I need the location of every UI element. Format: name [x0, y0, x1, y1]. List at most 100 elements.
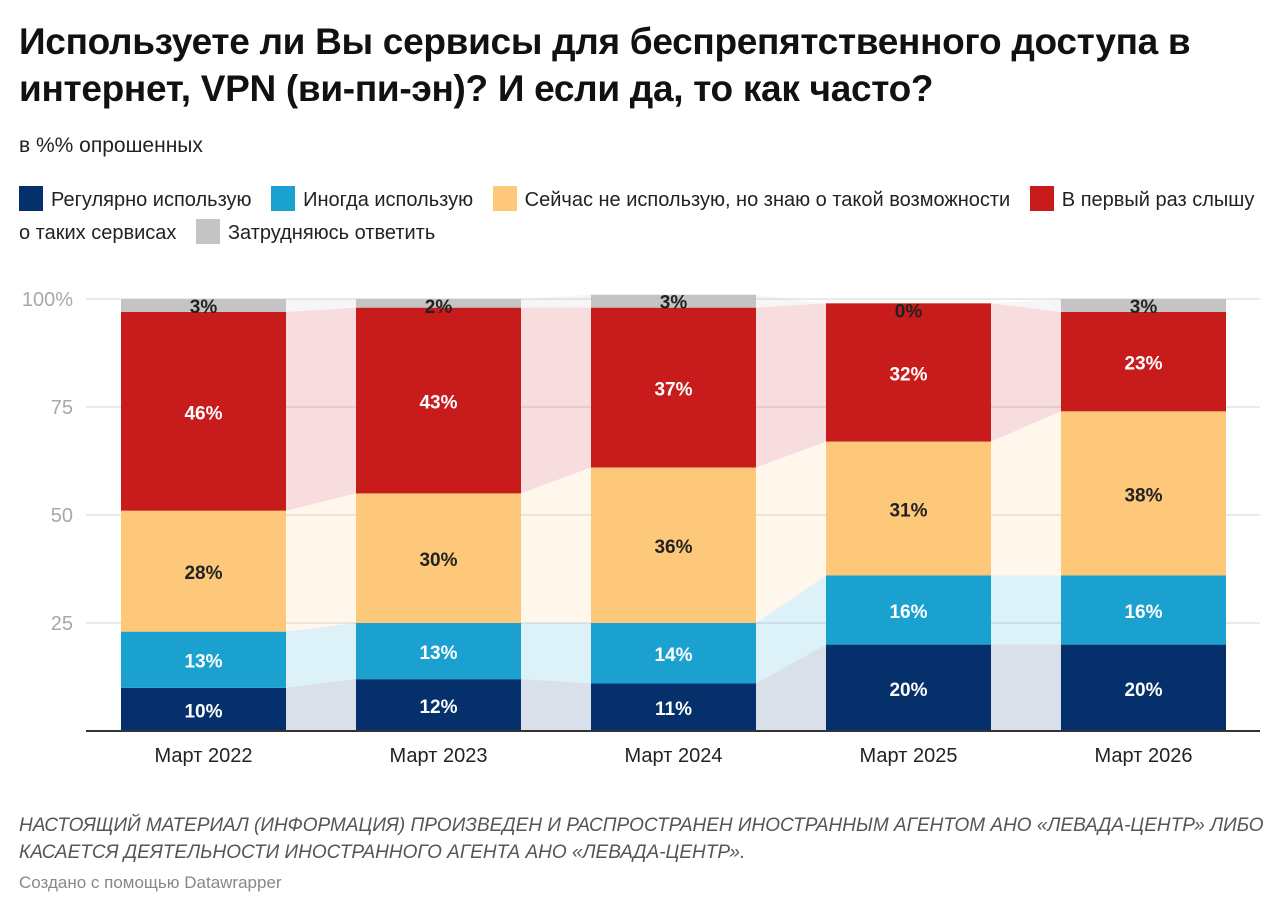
bar-segment [1061, 311, 1226, 412]
x-tick-label: Март 2025 [860, 745, 958, 767]
connector-band [991, 299, 1061, 312]
connector-band [521, 294, 591, 308]
connector-bands [286, 294, 1061, 731]
data-label: 23% [1124, 354, 1162, 375]
connector-band [521, 679, 591, 731]
data-label: 10% [184, 701, 222, 722]
data-label: 13% [184, 652, 222, 673]
bar-segment [121, 311, 286, 511]
legend-label: В первый раз слышу о таких сервисах [19, 189, 1255, 244]
data-label: 37% [654, 380, 692, 401]
legend: Регулярно использую Иногда использую Сей… [19, 184, 1264, 250]
bar-segment [1061, 644, 1226, 731]
data-label: 32% [889, 364, 927, 385]
connector-band [521, 307, 591, 494]
connector-band [286, 307, 356, 511]
legend-label: Затрудняюсь ответить [227, 222, 436, 244]
legend-label: Иногда использую [303, 189, 474, 211]
connector-band [286, 623, 356, 688]
data-label: 16% [1124, 602, 1162, 623]
data-label: 3% [190, 297, 218, 318]
legend-label: Сейчас не использую, но знаю о такой воз… [524, 189, 1011, 211]
legend-item-aware: Сейчас не использую, но знаю о такой воз… [492, 186, 1011, 211]
data-label: 46% [184, 403, 222, 424]
y-tick-label: 25 [51, 613, 73, 635]
bar-segment [356, 623, 521, 680]
foreign-agent-notice: НАСТОЯЩИЙ МАТЕРИАЛ (ИНФОРМАЦИЯ) ПРОИЗВЕД… [19, 815, 1264, 863]
chart-subtitle: в %% опрошенных [19, 134, 203, 157]
bar-segment [121, 687, 286, 731]
legend-swatch [271, 186, 296, 211]
connector-band [756, 294, 826, 308]
bar-segment [591, 623, 756, 684]
x-tick-label: Март 2022 [155, 745, 253, 767]
data-label: 43% [419, 393, 457, 414]
legend-swatch [492, 186, 517, 211]
connector-band [521, 467, 591, 623]
bar-segment [1061, 575, 1226, 645]
y-tick-label: 75 [51, 397, 73, 419]
bar-segment [826, 303, 991, 442]
bar-segment [121, 510, 286, 632]
connector-band [991, 644, 1061, 731]
connector-band [756, 303, 826, 468]
bar-segment [356, 307, 521, 494]
data-label: 0% [895, 301, 923, 322]
data-label: 38% [1124, 485, 1162, 506]
legend-item-dont-know: Затрудняюсь ответить [195, 219, 436, 244]
data-label: 3% [1130, 297, 1158, 318]
connector-band [756, 441, 826, 623]
legend-item-sometimes: Иногда использую [271, 186, 474, 211]
bar-segment [1061, 299, 1226, 312]
data-label: 20% [1124, 680, 1162, 701]
data-label: 30% [419, 550, 457, 571]
bar-segment [591, 683, 756, 731]
connector-band [756, 575, 826, 684]
data-label: 16% [889, 602, 927, 623]
data-label: 36% [654, 537, 692, 558]
bar-segment [356, 299, 521, 308]
data-label: 31% [889, 501, 927, 522]
connector-band [756, 644, 826, 731]
connector-band [286, 493, 356, 632]
bar-segment [826, 644, 991, 731]
connector-band [521, 623, 591, 684]
bar-segment [591, 467, 756, 623]
data-label: 28% [184, 563, 222, 584]
bar-segment [826, 441, 991, 576]
legend-item-regular: Регулярно использую [19, 186, 252, 211]
x-tick-label: Март 2023 [390, 745, 488, 767]
connector-band [991, 411, 1061, 576]
y-tick-label: 100% [22, 289, 73, 311]
data-label: 2% [425, 297, 453, 318]
data-label: 13% [419, 643, 457, 664]
data-label: 11% [655, 699, 692, 720]
legend-label: Регулярно использую [51, 189, 252, 211]
y-tick-label: 50 [51, 505, 73, 527]
bar-segment [591, 307, 756, 468]
bar-segment [826, 575, 991, 645]
x-tick-label: Март 2024 [625, 745, 723, 767]
data-labels: 10% 13% 28% 46% 3% 12% 13% 30% 43% 2% 11% 14% 36% 37%… [184, 293, 1162, 723]
stacked-bar-chart: 10% 13% 28% 46% 3% 12% 13% 30% 43% 2% 11% 14% 36% 37%… [22, 289, 1260, 767]
connector-band [991, 303, 1061, 442]
bar-segment [356, 679, 521, 731]
data-label: 14% [654, 645, 692, 666]
bar-segment [591, 294, 756, 308]
legend-item-first-time: В первый раз слышу о таких сервисах [19, 186, 1255, 244]
data-label: 12% [419, 697, 457, 718]
connector-band [991, 575, 1061, 645]
bar-segment [1061, 411, 1226, 576]
datawrapper-credit[interactable]: Создано с помощью Datawrapper [19, 873, 282, 892]
chart-title: Используете ли Вы сервисы для беспрепятс… [19, 21, 1191, 109]
x-tick-label: Март 2026 [1095, 745, 1193, 767]
bars [121, 294, 1226, 731]
axes: 25 50 75 100% Март 2022 Март 2023 Март 2024 Мар… [22, 289, 1260, 767]
legend-swatch [19, 186, 43, 211]
legend-swatch [1029, 186, 1054, 211]
bar-segment [121, 631, 286, 688]
data-label: 20% [889, 680, 927, 701]
connector-band [286, 679, 356, 731]
legend-swatch [195, 219, 220, 244]
bar-segment [356, 493, 521, 623]
